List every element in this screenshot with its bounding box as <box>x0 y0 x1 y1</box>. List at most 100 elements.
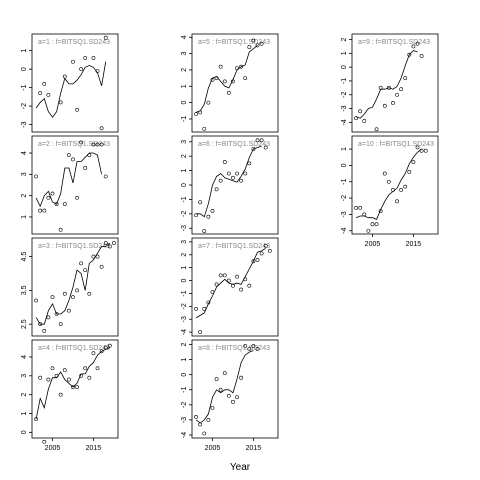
panel-frame <box>31 339 119 439</box>
data-point <box>235 66 239 71</box>
data-point <box>91 254 96 259</box>
y-tick-label: 1 <box>21 215 28 219</box>
panel-frame <box>191 237 279 337</box>
data-point <box>391 101 395 105</box>
data-point <box>231 175 235 180</box>
data-point <box>239 375 244 380</box>
y-tick-label: -2 <box>181 303 188 309</box>
y-tick-label: 0 <box>181 183 188 187</box>
y-tick-label: -4 <box>341 228 348 234</box>
data-point <box>382 103 387 108</box>
data-point <box>58 392 63 397</box>
data-point <box>358 205 363 210</box>
data-point <box>38 91 43 96</box>
y-tick-label: 3 <box>21 172 28 176</box>
panel-3: a=3 : f=BITSQ1.SD243 2.5 3.5 4.5 <box>21 237 119 337</box>
data-point <box>226 90 231 95</box>
data-point <box>194 213 198 218</box>
y-tick-label: 1 <box>181 266 188 270</box>
data-point <box>415 145 420 150</box>
data-point <box>58 100 63 105</box>
y-tick-label: 4 <box>21 355 28 359</box>
y-tick-label: 2 <box>181 253 188 257</box>
data-point <box>79 373 84 378</box>
data-point <box>222 79 227 84</box>
data-point <box>222 273 227 278</box>
data-point <box>247 45 252 49</box>
y-tick-label: 0 <box>341 163 348 167</box>
data-point <box>62 202 67 207</box>
fit-line <box>355 50 418 119</box>
y-tick-label: -1 <box>341 179 348 185</box>
fit-line <box>196 145 262 218</box>
fit-line <box>355 148 422 220</box>
data-point <box>95 366 100 371</box>
data-point <box>103 241 108 245</box>
y-tick-label: 1 <box>21 411 28 415</box>
data-point <box>235 171 239 176</box>
data-point <box>46 315 51 320</box>
data-point <box>243 76 248 81</box>
data-point <box>419 54 424 58</box>
data-point <box>75 195 79 200</box>
data-point <box>71 157 75 162</box>
data-point <box>239 178 244 183</box>
strip-label: a=2 : f=BITSQ1.SD243 <box>38 141 110 148</box>
y-tick-label: -3 <box>181 225 188 231</box>
data-point <box>378 85 383 90</box>
data-point <box>210 290 215 295</box>
data-point <box>83 366 88 371</box>
data-point <box>399 87 404 92</box>
data-point <box>103 35 108 40</box>
data-point <box>62 368 67 373</box>
data-point <box>235 395 239 400</box>
y-tick-label: 0 <box>181 101 188 105</box>
fit-line <box>35 347 110 420</box>
data-point <box>214 187 219 192</box>
y-tick-label: -4 <box>181 432 188 438</box>
data-point <box>71 59 75 64</box>
data-point <box>99 349 104 354</box>
data-point <box>91 142 96 147</box>
y-tick-label: -1 <box>181 196 188 202</box>
panel-frame <box>31 237 119 337</box>
y-tick-label: 3 <box>181 52 188 56</box>
data-point <box>263 243 268 248</box>
data-point <box>222 371 227 376</box>
data-point <box>374 222 379 227</box>
data-point <box>95 142 100 147</box>
data-point <box>423 148 428 153</box>
data-point <box>66 153 71 158</box>
strip-label: a=3 : f=BITSQ1.SD243 <box>38 243 110 250</box>
data-point <box>58 322 63 327</box>
y-tick-label: -1 <box>181 290 188 296</box>
data-point <box>259 138 264 143</box>
data-point <box>206 214 211 219</box>
data-point <box>382 171 387 176</box>
data-point <box>391 187 395 192</box>
strip-label: a=9 : f=BITSQ1.SD243 <box>358 39 430 46</box>
data-point <box>202 126 207 131</box>
data-point <box>354 116 358 121</box>
x-tick-label: 2005 <box>45 445 61 452</box>
data-point <box>202 229 207 234</box>
data-point <box>222 160 227 164</box>
strip-label: a=8 : f=BITSQ1.SD243 <box>198 345 270 352</box>
data-point <box>38 322 43 327</box>
data-point <box>267 248 272 253</box>
data-point <box>247 347 252 351</box>
data-point <box>50 191 55 196</box>
y-tick-label: 3 <box>21 374 28 378</box>
data-point <box>194 112 198 116</box>
y-tick-label: 4 <box>21 151 28 155</box>
data-point <box>243 277 248 282</box>
data-point <box>34 174 38 179</box>
data-point <box>214 282 219 287</box>
data-point <box>194 414 198 419</box>
x-tick-label: 2015 <box>406 241 422 248</box>
data-point <box>87 153 92 158</box>
data-point <box>202 307 207 311</box>
x-tick-label: 2005 <box>365 241 381 248</box>
panel-frame <box>191 339 279 439</box>
data-point <box>218 178 223 183</box>
